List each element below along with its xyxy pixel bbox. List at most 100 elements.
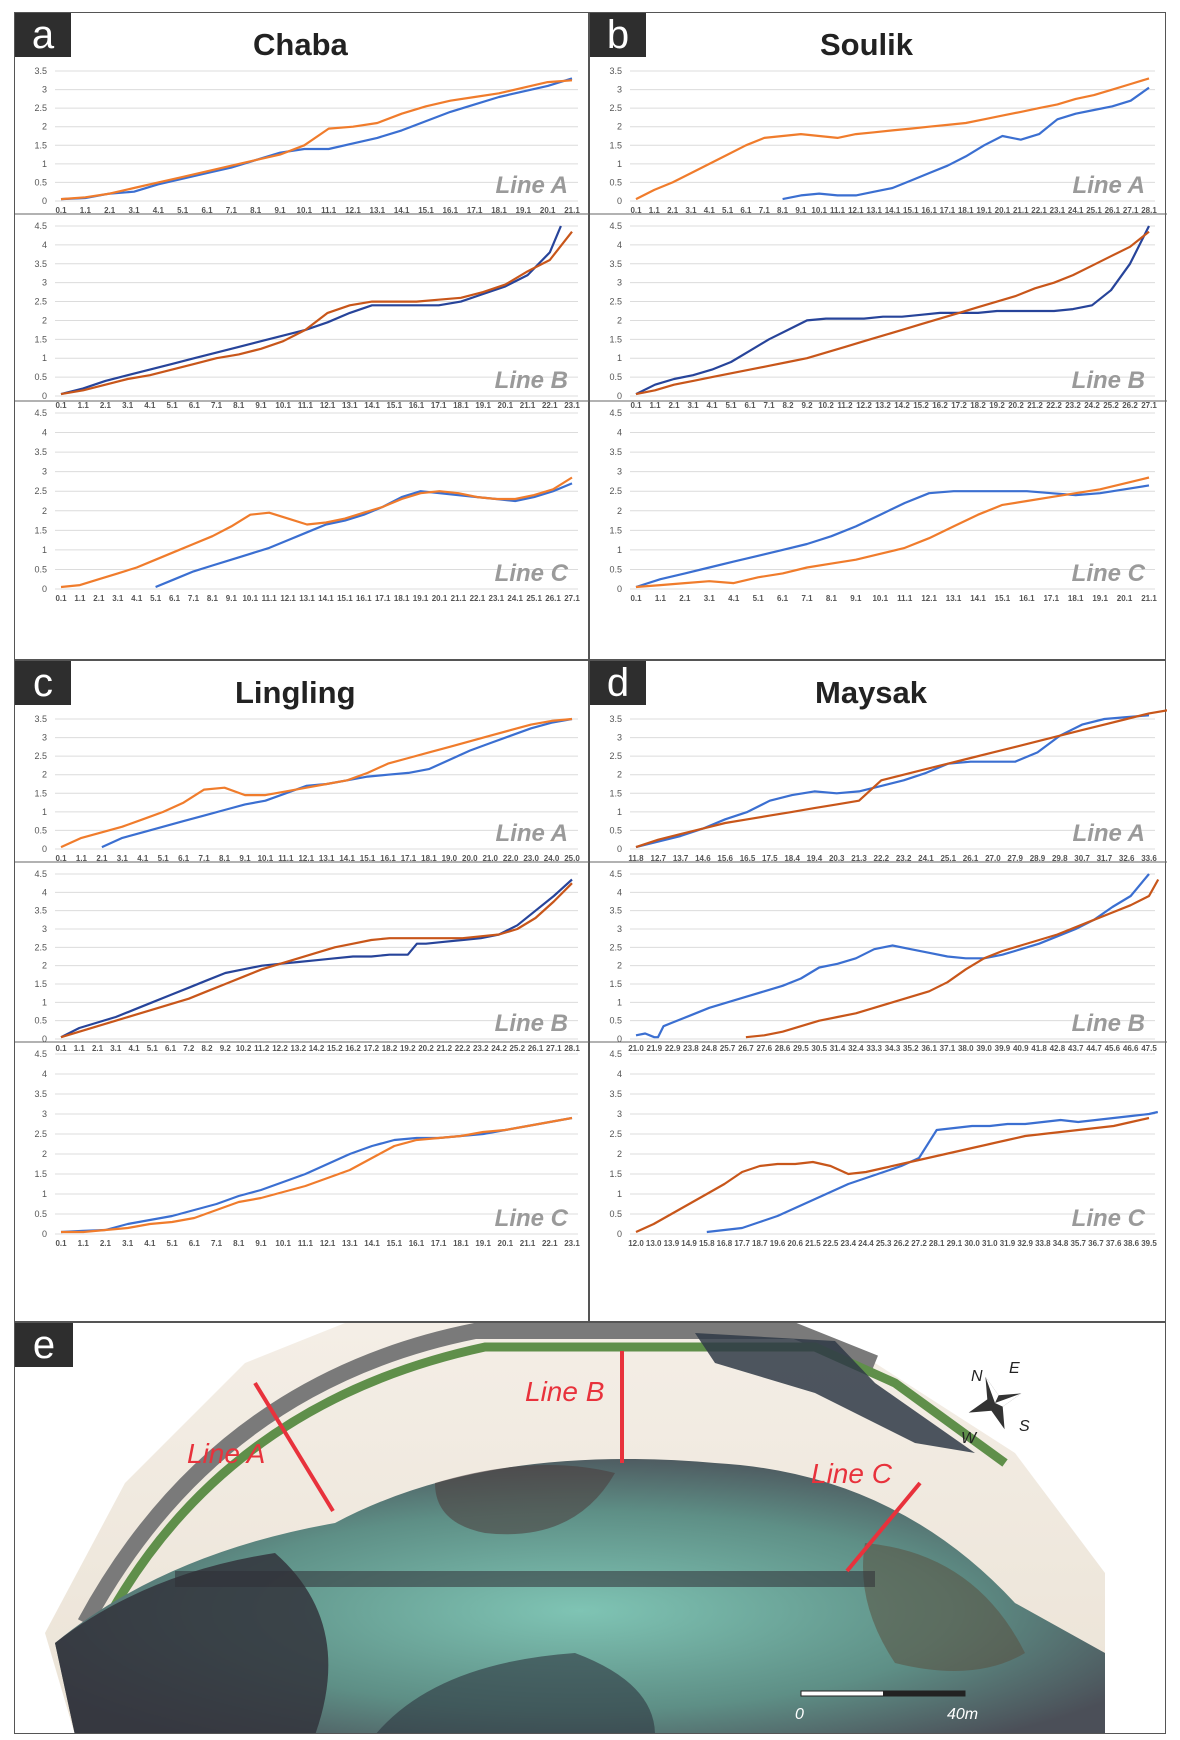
y-tick-label: 2.5: [34, 751, 47, 761]
x-tick-label: 21.1: [451, 594, 467, 603]
x-tick-label: 9.1: [795, 206, 807, 215]
x-tick-label: 35.2: [903, 1044, 919, 1053]
x-tick-label: 15.1: [903, 206, 919, 215]
x-tick-label: 5.1: [722, 206, 734, 215]
x-tick-label: 19.4: [807, 854, 823, 863]
y-tick-label: 1.5: [34, 334, 47, 344]
x-tick-label: 12.1: [320, 401, 336, 410]
x-tick-label: 14.6: [695, 854, 711, 863]
x-tick-label: 28.1: [564, 1044, 580, 1053]
x-tick-label: 15.1: [360, 854, 376, 863]
x-tick-label: 26.7: [738, 1044, 754, 1053]
y-tick-label: 3: [617, 467, 622, 477]
x-tick-label: 16.1: [1019, 594, 1035, 603]
x-tick-label: 18.4: [784, 854, 800, 863]
x-tick-label: 2.1: [667, 206, 679, 215]
y-tick-label: 1.5: [609, 788, 622, 798]
x-tick-label: 13.1: [342, 1239, 358, 1248]
x-tick-label: 3.1: [704, 594, 716, 603]
x-tick-label: 10.1: [811, 206, 827, 215]
x-tick-label: 19.2: [400, 1044, 416, 1053]
x-tick-label: 16.5: [740, 854, 756, 863]
x-tick-label: 6.1: [744, 401, 756, 410]
x-tick-label: 29.1: [947, 1239, 963, 1248]
series-line-orange: [61, 1116, 573, 1234]
series-line-blue: [782, 86, 1150, 201]
x-tick-label: 21.1: [520, 1239, 536, 1248]
y-tick-label: 4: [617, 240, 622, 250]
x-tick-label: 27.1: [1123, 206, 1139, 215]
x-tick-label: 2.1: [679, 594, 691, 603]
transect-label-a: Line A: [187, 1438, 265, 1469]
y-tick-label: 3.5: [609, 714, 622, 724]
x-tick-label: 10.1: [275, 1239, 291, 1248]
y-tick-label: 0.5: [609, 1016, 622, 1026]
x-tick-label: 9.1: [255, 1239, 267, 1248]
x-tick-label: 20.1: [432, 594, 448, 603]
scale-start: 0: [795, 1706, 804, 1723]
x-tick-label: 4.1: [128, 1044, 140, 1053]
y-tick-label: 3: [617, 1109, 622, 1119]
x-tick-label: 15.1: [418, 206, 434, 215]
x-tick-label: 37.1: [940, 1044, 956, 1053]
x-tick-label: 4.1: [144, 1239, 156, 1248]
x-tick-label: 5.1: [150, 594, 162, 603]
x-tick-label: 11.1: [278, 854, 294, 863]
x-tick-label: 20.1: [498, 401, 514, 410]
x-tick-label: 9.1: [274, 206, 286, 215]
x-tick-label: 11.2: [254, 1044, 270, 1053]
x-tick-label: 17.7: [734, 1239, 750, 1248]
y-tick-label: 1.5: [34, 979, 47, 989]
x-tick-label: 14.1: [885, 206, 901, 215]
series-line-darkorange: [635, 230, 1150, 396]
x-tick-label: 22.2: [455, 1044, 471, 1053]
x-tick-label: 3.1: [122, 401, 134, 410]
x-tick-label: 8.1: [826, 594, 838, 603]
x-tick-label: 1.1: [74, 594, 86, 603]
rocks-mid: [435, 1465, 615, 1535]
x-tick-label: 11.1: [897, 594, 913, 603]
chart-b-2: 0 0.5 1 1.5 2 2.5 3 3.5 4 4.5 0.1 1.1 2.1 3.1 4.1 5.1 6.…: [590, 213, 1167, 410]
x-tick-label: 8.1: [233, 401, 245, 410]
x-tick-label: 25.1: [526, 594, 542, 603]
x-tick-label: 14.1: [364, 1239, 380, 1248]
x-tick-label: 19.1: [516, 206, 532, 215]
y-tick-label: 2: [42, 122, 47, 132]
x-tick-label: 31.9: [1000, 1239, 1016, 1248]
panel-title-maysak: Maysak: [815, 675, 928, 710]
compass-w: W: [961, 1430, 978, 1447]
x-tick-label: 13.1: [370, 206, 386, 215]
x-tick-label: 43.7: [1068, 1044, 1084, 1053]
x-tick-label: 20.3: [829, 854, 845, 863]
x-tick-label: 8.2: [782, 401, 794, 410]
x-tick-label: 39.9: [995, 1044, 1011, 1053]
y-tick-label: 0: [617, 584, 622, 594]
x-tick-label: 22.2: [874, 854, 890, 863]
x-tick-label: 16.1: [380, 854, 396, 863]
y-tick-label: 2: [617, 770, 622, 780]
x-tick-label: 36.1: [921, 1044, 937, 1053]
series-line-darkorange: [60, 231, 573, 396]
x-tick-label: 6.1: [777, 594, 789, 603]
chart-b-1: 0 0.5 1 1.5 2 2.5 3 3.5 0.1 1.1 2.1 3.1 4.1 5.1 6.1 7.1…: [609, 66, 1157, 215]
soulik-charts: 0 0.5 1 1.5 2 2.5 3 3.5 0.1 1.1 2.1 3.1 4.1 5.1 6.1 7.1…: [590, 66, 1167, 603]
y-tick-label: 2.5: [34, 942, 47, 952]
y-tick-label: 0.5: [609, 825, 622, 835]
x-tick-label: 30.5: [811, 1044, 827, 1053]
x-tick-label: 12.7: [651, 854, 667, 863]
x-tick-label: 45.6: [1105, 1044, 1121, 1053]
chart-b-3: 0 0.5 1 1.5 2 2.5 3 3.5 4 4.5 0.1 1.1 2.1 3.1 4.1 5.1 6.…: [590, 400, 1167, 603]
x-tick-label: 22.9: [665, 1044, 681, 1053]
y-tick-label: 0.5: [34, 1016, 47, 1026]
chart-c-2: 0 0.5 1 1.5 2 2.5 3 3.5 4 4.5 0.1 1.1 2.1 3.1 4.1 5.1 6.…: [15, 861, 590, 1053]
x-tick-label: 13.1: [866, 206, 882, 215]
x-tick-label: 10.2: [818, 401, 834, 410]
y-tick-label: 1: [42, 807, 47, 817]
y-tick-label: 3: [42, 467, 47, 477]
x-tick-label: 0.1: [55, 1239, 67, 1248]
x-tick-label: 16.8: [717, 1239, 733, 1248]
y-tick-label: 3: [617, 733, 622, 743]
dark-revetment: [695, 1333, 975, 1453]
x-tick-label: 23.4: [840, 1239, 856, 1248]
x-tick-label: 22.0: [503, 854, 519, 863]
